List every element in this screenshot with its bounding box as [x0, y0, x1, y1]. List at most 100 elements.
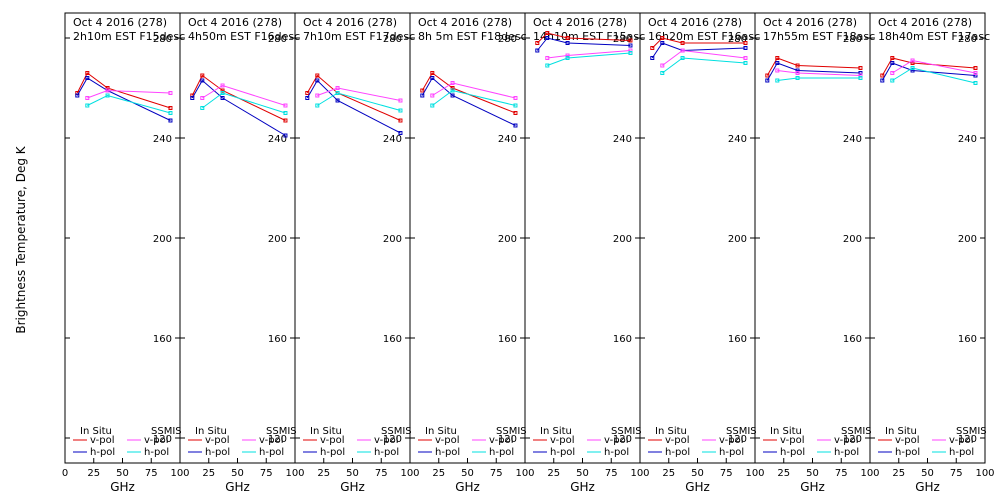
data-point: [880, 73, 885, 78]
data-point: [775, 56, 780, 60]
legend-insitu-heading: In Situ: [770, 426, 802, 437]
data-point: [315, 73, 320, 78]
legend-label: h-pol: [489, 447, 514, 458]
y-tick-label: 280: [383, 34, 402, 45]
data-point: [680, 48, 685, 53]
panel-title-line: 18h40m EST F17asc: [878, 30, 990, 43]
x-tick-label: 50: [806, 468, 819, 479]
panel-1: Oct 4 2016 (278)2h10m EST F15desc 120 160 2…: [62, 12, 190, 494]
x-tick-label: 100: [975, 468, 994, 479]
data-point: [628, 51, 633, 55]
y-tick-label: 240: [153, 134, 172, 145]
data-point: [430, 93, 435, 98]
series-line: [651, 37, 746, 49]
data-point: [973, 81, 978, 85]
data-point: [220, 83, 225, 88]
data-point: [680, 56, 685, 60]
legend-ssmis-heading: SSMIS: [726, 426, 757, 437]
data-point: [545, 31, 550, 35]
data-point: [973, 66, 978, 70]
data-point: [743, 46, 748, 50]
data-point: [168, 111, 173, 115]
data-point: [105, 93, 110, 98]
panel-5: Oct 4 2016 (278)14h10m EST F15asc1201602…: [524, 12, 650, 494]
x-axis-label: GHz: [225, 480, 250, 494]
data-point: [565, 56, 570, 60]
legend-label: h-pol: [374, 447, 399, 458]
data-point: [535, 48, 540, 53]
data-point: [398, 98, 403, 103]
legend-ssmis-heading: SSMIS: [956, 426, 987, 437]
panel-title-line: Oct 4 2016 (278): [303, 16, 397, 29]
data-point: [398, 131, 403, 135]
series-line: [536, 37, 631, 51]
x-tick-label: 50: [116, 468, 129, 479]
legend-label: v-pol: [665, 435, 690, 446]
data-point: [398, 118, 403, 123]
x-axis-label: GHz: [570, 480, 595, 494]
y-tick-label: 200: [728, 234, 747, 245]
legend-ssmis-heading: SSMIS: [266, 426, 297, 437]
data-point: [335, 91, 340, 95]
x-tick-label: 75: [260, 468, 273, 479]
legend-label: v-pol: [550, 435, 575, 446]
data-point: [545, 56, 550, 60]
data-point: [190, 96, 195, 100]
data-point: [430, 71, 435, 75]
legend-insitu-heading: In Situ: [425, 426, 457, 437]
y-tick-label: 240: [843, 134, 862, 145]
data-point: [880, 78, 885, 83]
data-point: [765, 78, 770, 83]
panel-title-line: 8h 5m EST F18desc: [418, 30, 527, 43]
legend-label: h-pol: [320, 447, 345, 458]
x-tick-label: 25: [87, 468, 100, 479]
series-line: [432, 82, 516, 99]
x-axis-label: GHz: [800, 480, 825, 494]
data-point: [85, 103, 90, 108]
y-tick-label: 160: [153, 334, 172, 345]
y-tick-label: 200: [498, 234, 517, 245]
series-line: [202, 92, 286, 114]
x-tick-label: 100: [170, 468, 189, 479]
series-line: [766, 62, 861, 81]
data-point: [168, 106, 173, 110]
y-tick-label: 200: [958, 234, 977, 245]
data-point: [220, 96, 225, 100]
legend-insitu-heading: In Situ: [655, 426, 687, 437]
data-point: [283, 111, 288, 115]
data-point: [105, 88, 110, 93]
legend-label: v-pol: [144, 435, 169, 446]
series-line: [777, 70, 861, 76]
legend-label: v-pol: [259, 435, 284, 446]
series-line: [317, 87, 401, 101]
legend-label: v-pol: [435, 435, 460, 446]
x-tick-label: 75: [950, 468, 963, 479]
legend-label: v-pol: [489, 435, 514, 446]
data-point: [743, 56, 748, 60]
data-point: [858, 76, 863, 80]
panel-7: Oct 4 2016 (278)17h55m EST F18asc 120 160 2…: [754, 12, 880, 494]
y-tick-label: 200: [268, 234, 287, 245]
y-tick-label: 280: [498, 34, 517, 45]
data-point: [743, 41, 748, 45]
series-line: [536, 32, 631, 44]
x-tick-label: 100: [630, 468, 649, 479]
data-point: [765, 73, 770, 78]
legend-label: h-pol: [895, 447, 920, 458]
panel-title-line: 2h10m EST F15desc: [73, 30, 185, 43]
data-point: [565, 36, 570, 40]
data-point: [398, 108, 403, 113]
data-point: [743, 61, 748, 65]
x-tick-label: 75: [835, 468, 848, 479]
x-tick-label: 50: [346, 468, 359, 479]
legend-insitu-heading: In Situ: [540, 426, 572, 437]
data-point: [200, 96, 205, 100]
x-tick-label: 75: [490, 468, 503, 479]
data-point: [628, 43, 633, 48]
legend-label: v-pol: [895, 435, 920, 446]
y-tick-label: 240: [383, 134, 402, 145]
data-point: [85, 96, 90, 100]
data-point: [650, 46, 655, 50]
